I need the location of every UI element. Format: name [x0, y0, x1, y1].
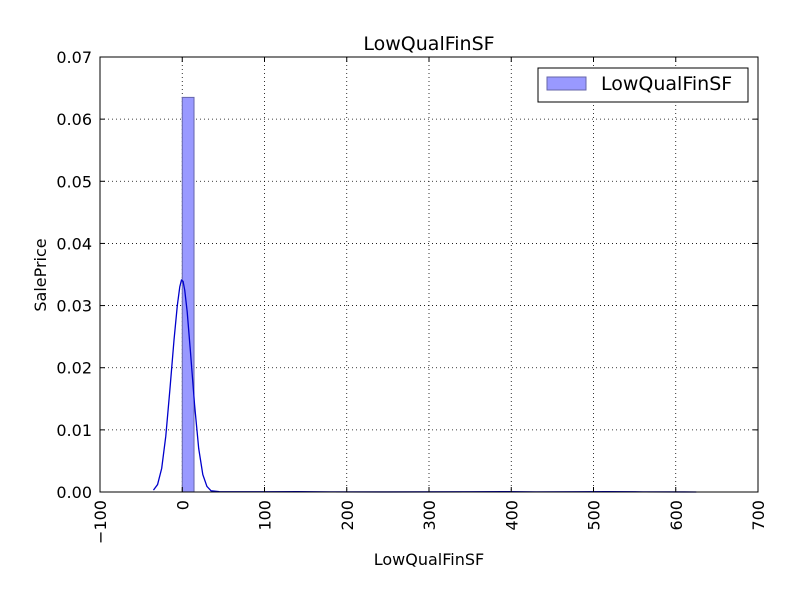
y-tick-label: 0.02 — [56, 359, 92, 378]
y-tick-label: 0.03 — [56, 297, 92, 316]
y-tick-label: 0.07 — [56, 48, 92, 67]
x-tick-label: 500 — [585, 500, 604, 531]
y-tick-label: 0.04 — [56, 234, 92, 253]
y-tick-label: 0.05 — [56, 172, 92, 191]
y-axis-title: SalePrice — [31, 238, 50, 311]
x-tick-label: −100 — [91, 500, 110, 544]
x-tick-label: 700 — [749, 500, 768, 531]
axis-ticks: −100 0 100 200 300 400 500 600 700 0.00 0.01 0.02 0.… — [56, 48, 768, 544]
kde-line — [152, 278, 697, 493]
y-tick-label: 0.06 — [56, 110, 92, 129]
x-tick-label: 0 — [173, 500, 192, 510]
x-tick-label: 400 — [502, 500, 521, 531]
histogram-bar — [181, 96, 195, 493]
plot-frame — [99, 56, 759, 493]
y-tick-label: 0.00 — [56, 483, 92, 502]
x-tick-label: 200 — [338, 500, 357, 531]
x-tick-label: 300 — [420, 500, 439, 531]
x-tick-label: 100 — [256, 500, 275, 531]
x-axis-title: LowQualFinSF — [374, 550, 484, 569]
chart-title: LowQualFinSF — [363, 33, 494, 55]
legend: LowQualFinSF — [537, 67, 749, 103]
x-tick-label: 600 — [667, 500, 686, 531]
histogram-bars — [181, 96, 195, 493]
legend-label: LowQualFinSF — [601, 73, 732, 95]
legend-swatch — [546, 76, 587, 91]
y-tick-label: 0.01 — [56, 421, 92, 440]
grid — [100, 57, 758, 492]
